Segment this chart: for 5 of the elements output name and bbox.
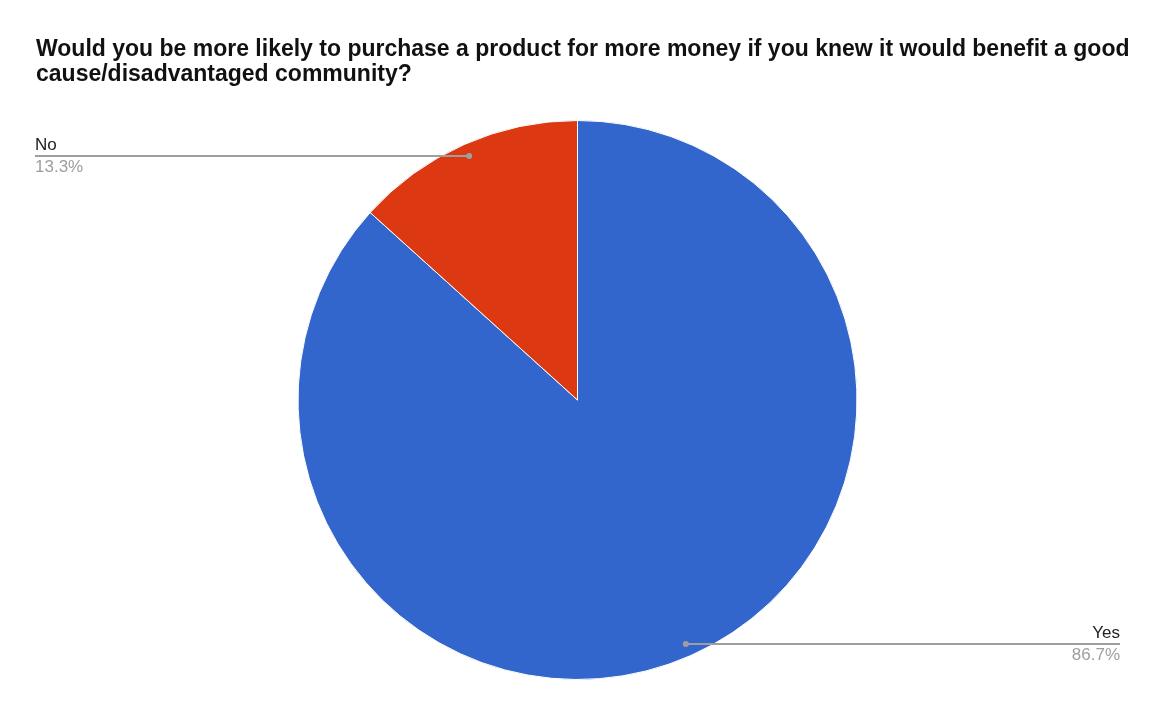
- chart-title: Would you be more likely to purchase a product for more money if you knew it would benefit a good cause/disadvantaged community?: [36, 35, 1131, 86]
- slice-label: Yes: [1092, 623, 1120, 643]
- slice-label: No: [35, 135, 57, 155]
- data-label: 86.7%: [1071, 645, 1120, 665]
- data-label: 13.3%: [35, 157, 84, 177]
